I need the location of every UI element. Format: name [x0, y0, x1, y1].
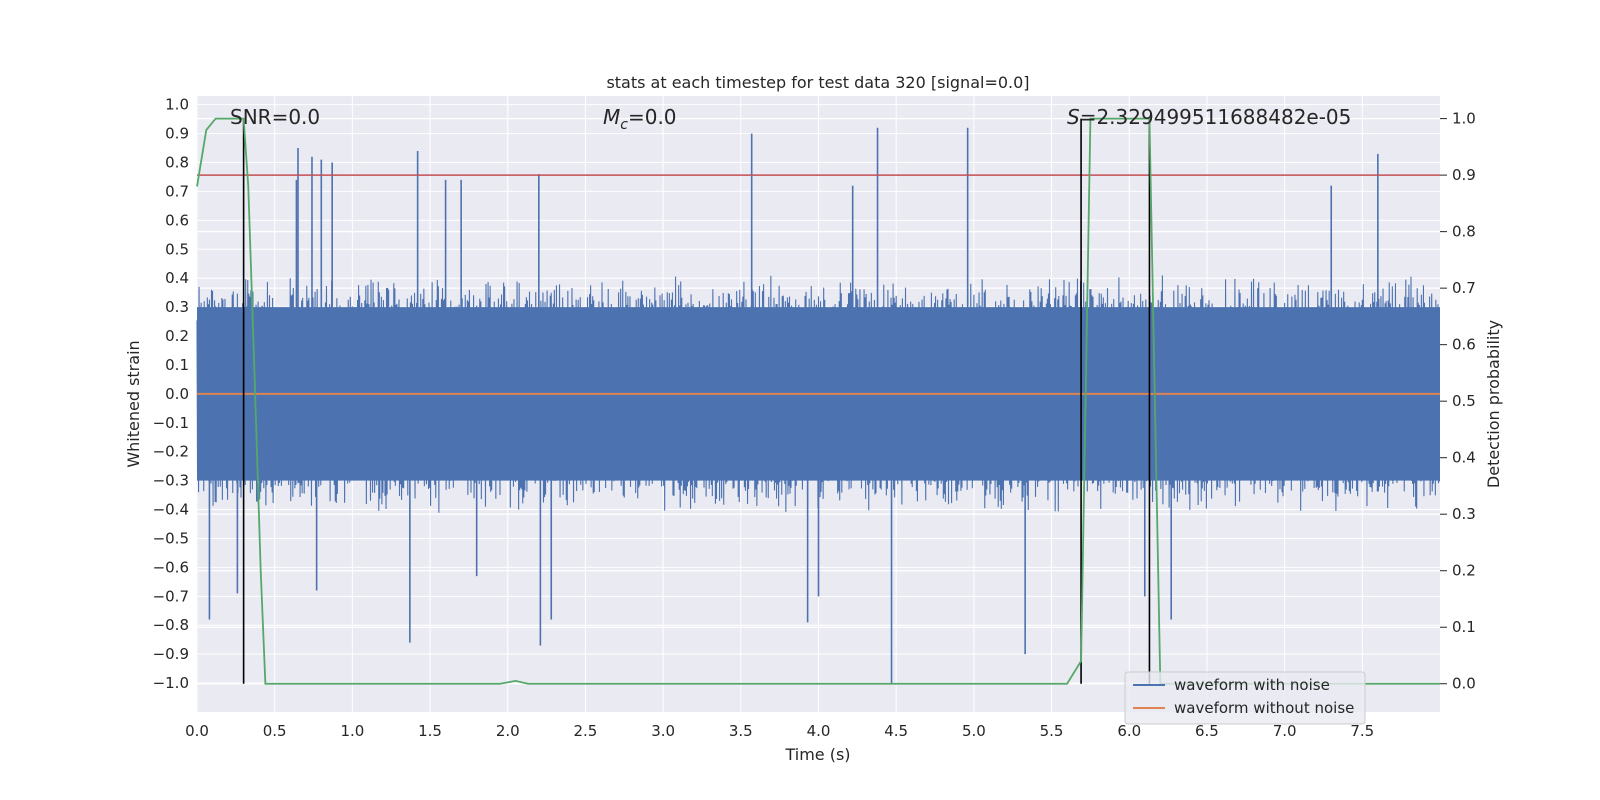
detection-probability-line [196, 117, 1440, 685]
y-axis-right-label: Detection probability [1484, 320, 1503, 488]
x-tick-label: 4.5 [884, 722, 908, 740]
snr-value: =0.0 [272, 105, 321, 129]
y-left-tick-label: 0.4 [165, 269, 189, 287]
x-tick-label: 6.0 [1117, 722, 1141, 740]
x-tick-label: 2.0 [496, 722, 520, 740]
y-left-tick-label: 1.0 [165, 96, 189, 114]
y-left-tick-label: 0.7 [165, 182, 189, 200]
y-left-tick-label: 0.9 [165, 125, 189, 143]
y-right-tick-label: 0.1 [1452, 618, 1476, 636]
x-tick-label: 2.5 [574, 722, 598, 740]
y-left-tick-label: 0.5 [165, 240, 189, 258]
y-right-tick-label: 0.0 [1452, 675, 1476, 693]
x-tick-label: 1.5 [418, 722, 442, 740]
y-right-tick-label: 0.6 [1452, 336, 1476, 354]
overlay-lines [196, 117, 1440, 685]
legend-label-noise: waveform with noise [1174, 676, 1330, 694]
x-tick-label: 7.0 [1273, 722, 1297, 740]
x-tick-label: 0.0 [185, 722, 209, 740]
y-left-tick-label: 0.0 [165, 385, 189, 403]
x-tick-label: 5.5 [1040, 722, 1064, 740]
y-left-tick-label: −0.5 [153, 529, 189, 547]
x-axis-label: Time (s) [784, 745, 850, 764]
x-tick-label: 3.0 [651, 722, 675, 740]
y-left-tick-label: 0.1 [165, 356, 189, 374]
y-left-tick-label: −0.6 [153, 558, 189, 576]
y-left-tick-label: −0.4 [153, 501, 189, 519]
snr-prefix: SNR [230, 105, 272, 129]
y-left-tick-label: 0.8 [165, 154, 189, 172]
x-tick-label: 6.5 [1195, 722, 1219, 740]
y-left-tick-label: −0.3 [153, 472, 189, 490]
s-annotation: S=2.329499511688482e-05 [1067, 105, 1351, 129]
y-right-tick-label: 0.7 [1452, 279, 1476, 297]
legend: waveform with noise waveform without noi… [1124, 671, 1366, 725]
x-tick-label: 7.5 [1350, 722, 1374, 740]
y-right-tick-label: 0.4 [1452, 449, 1476, 467]
y-right-tick-label: 0.3 [1452, 505, 1476, 523]
y-left-tick-label: −0.7 [153, 587, 189, 605]
y-left-tick-label: 0.6 [165, 211, 189, 229]
legend-label-clean: waveform without noise [1174, 699, 1354, 717]
y-right-tick-label: 0.9 [1452, 166, 1476, 184]
x-tick-label: 5.0 [962, 722, 986, 740]
mc-subscript: c [620, 117, 628, 133]
x-tick-label: 0.5 [263, 722, 287, 740]
tick-labels: 0.0 0.5 1.0 1.5 2.0 2.5 3.0 3.5 4.0 4.5 5.0 5.5 6.0 6… [153, 96, 1476, 740]
s-symbol: S [1067, 105, 1080, 129]
mc-value: =0.0 [628, 105, 677, 129]
y-right-tick-label: 0.2 [1452, 562, 1476, 580]
snr-annotation: SNR=0.0 [230, 105, 320, 129]
legend-box [1124, 671, 1366, 725]
x-tick-label: 1.0 [340, 722, 364, 740]
mc-symbol: M [603, 105, 620, 129]
y-left-tick-label: −0.9 [153, 645, 189, 663]
y-left-tick-label: 0.2 [165, 327, 189, 345]
y-right-tick-label: 0.5 [1452, 392, 1476, 410]
y-left-tick-label: −0.1 [153, 414, 189, 432]
x-tick-label: 3.5 [729, 722, 753, 740]
y-left-tick-label: 0.3 [165, 298, 189, 316]
y-left-tick-label: −0.8 [153, 616, 189, 634]
y-right-tick-label: 1.0 [1452, 110, 1476, 128]
x-tick-label: 4.0 [807, 722, 831, 740]
y-left-tick-label: −1.0 [153, 674, 189, 692]
y-left-tick-label: −0.2 [153, 443, 189, 461]
y-axis-left-label: Whitened strain [124, 340, 143, 467]
y-right-tick-label: 0.8 [1452, 223, 1476, 241]
s-value: =2.329499511688482e-05 [1080, 105, 1352, 129]
chart-title: stats at each timestep for test data 320… [606, 73, 1029, 92]
chirp-mass-annotation: Mc=0.0 [603, 105, 677, 133]
